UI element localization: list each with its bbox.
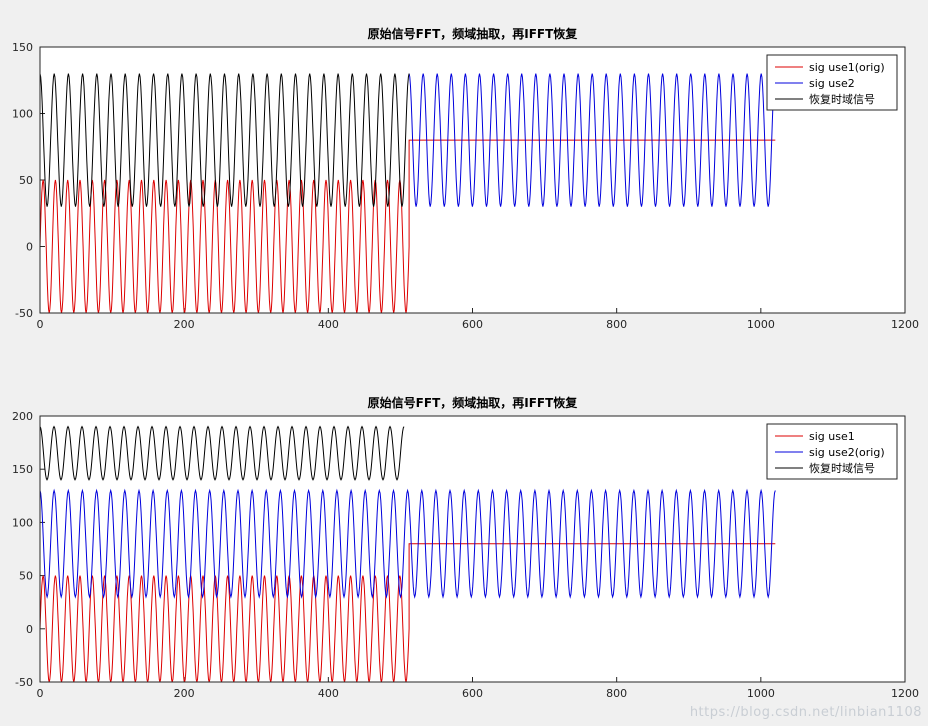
- chart-title: 原始信号FFT，频域抽取，再IFFT恢复: [367, 27, 578, 41]
- axes-box: [39, 46, 906, 314]
- axes-box: [39, 415, 906, 683]
- plot-svg-1: 0 200 400 600 800 1000 1200 -50 0 50 100 150 sig use…: [12, 41, 919, 331]
- series-group: [40, 425, 776, 682]
- series-line-sig use1: [40, 543, 776, 682]
- x-tick-label: 1000: [747, 318, 775, 331]
- x-tick-label: 200: [174, 318, 195, 331]
- chart-2: 原始信号FFT，频域抽取，再IFFT恢复 0 200 400 600 800 1000 12…: [0, 363, 928, 726]
- series-line-恢复时域信号: [40, 73, 410, 207]
- x-tick-label: 1000: [747, 687, 775, 700]
- x-tick-label: 600: [462, 318, 483, 331]
- plot-svg-2: 0 200 400 600 800 1000 1200 -50 0 50 100 150 200 sig …: [12, 410, 919, 700]
- x-tick-label: 400: [318, 318, 339, 331]
- legend-label: 恢复时域信号: [809, 92, 875, 106]
- legend-label: sig use1(orig): [809, 61, 885, 74]
- chart-title: 原始信号FFT，频域抽取，再IFFT恢复: [367, 396, 578, 410]
- legend-label: sig use2: [809, 77, 855, 90]
- x-tick-label: 1200: [891, 687, 919, 700]
- legend-label: sig use1: [809, 430, 855, 443]
- y-tick-label: 50: [19, 570, 33, 583]
- x-tick-label: 400: [318, 687, 339, 700]
- y-tick-label: 100: [12, 108, 33, 121]
- watermark: https://blog.csdn.net/linbian1108: [689, 705, 922, 720]
- x-tick-label: 800: [606, 687, 627, 700]
- legend-label: 恢复时域信号: [809, 461, 875, 475]
- series-line-sig use1(orig): [40, 139, 776, 313]
- x-tick-label: 0: [37, 687, 44, 700]
- y-tick-label: 150: [12, 463, 33, 476]
- x-tick-label: 600: [462, 687, 483, 700]
- y-tick-label: -50: [15, 307, 33, 320]
- x-tick-label: 800: [606, 318, 627, 331]
- plot-area: [40, 47, 905, 313]
- y-tick-label: 0: [26, 241, 33, 254]
- y-tick-label: 0: [26, 623, 33, 636]
- series-group: [40, 73, 776, 313]
- x-tick-label: 200: [174, 687, 195, 700]
- y-tick-label: 200: [12, 410, 33, 423]
- x-tick-label: 0: [37, 318, 44, 331]
- chart-1: 原始信号FFT，频域抽取，再IFFT恢复 0 200 400 600 800 1000 12…: [12, 27, 919, 331]
- y-tick-label: 50: [19, 174, 33, 187]
- y-tick-label: 150: [12, 41, 33, 54]
- series-line-sig use2(orig): [40, 488, 776, 599]
- y-tick-label: -50: [15, 676, 33, 689]
- x-tick-label: 1200: [891, 318, 919, 331]
- legend-label: sig use2(orig): [809, 446, 885, 459]
- series-line-恢复时域信号: [40, 425, 405, 481]
- y-tick-label: 100: [12, 516, 33, 529]
- series-line-sig use2: [408, 73, 776, 207]
